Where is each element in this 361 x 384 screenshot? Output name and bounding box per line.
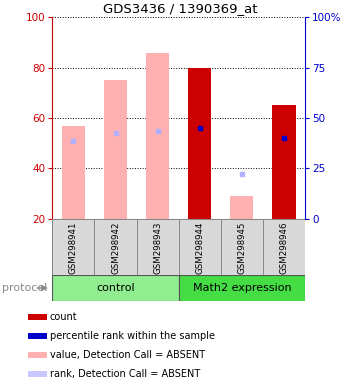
Bar (230, 196, 253, 219)
Text: GDS3436 / 1390369_at: GDS3436 / 1390369_at (103, 2, 258, 15)
Bar (62, 126, 85, 219)
Bar (52, 275, 179, 301)
Bar (263, 219, 305, 275)
Bar (136, 219, 179, 275)
Bar (221, 219, 263, 275)
Text: Math2 expression: Math2 expression (192, 283, 291, 293)
Bar (179, 219, 221, 275)
Text: GSM298943: GSM298943 (153, 221, 162, 274)
Bar (28, 352, 47, 358)
Text: GSM298946: GSM298946 (279, 221, 288, 274)
Text: percentile rank within the sample: percentile rank within the sample (50, 331, 215, 341)
Text: count: count (50, 312, 78, 322)
Bar (104, 80, 127, 219)
Text: GSM298942: GSM298942 (111, 221, 120, 274)
Bar (28, 371, 47, 377)
Bar (52, 219, 95, 275)
Text: protocol: protocol (2, 283, 47, 293)
Bar (95, 219, 136, 275)
Text: value, Detection Call = ABSENT: value, Detection Call = ABSENT (50, 350, 205, 360)
Bar (146, 53, 169, 219)
Text: control: control (96, 283, 135, 293)
Text: GSM298945: GSM298945 (238, 221, 246, 274)
Bar (273, 106, 296, 219)
Bar (28, 333, 47, 339)
Bar (179, 275, 305, 301)
Bar (188, 68, 211, 219)
Text: rank, Detection Call = ABSENT: rank, Detection Call = ABSENT (50, 369, 200, 379)
Text: GSM298941: GSM298941 (69, 221, 78, 274)
Text: GSM298944: GSM298944 (195, 221, 204, 274)
Bar (28, 314, 47, 320)
